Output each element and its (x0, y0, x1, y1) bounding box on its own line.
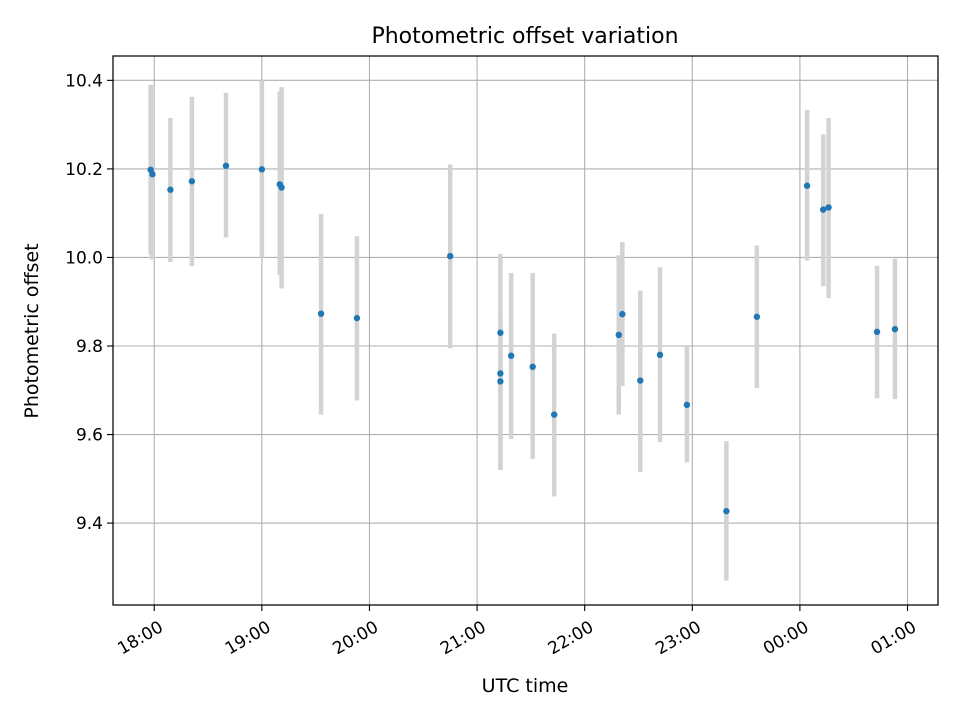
data-point (683, 401, 691, 409)
plot-area-frame (112, 55, 939, 606)
data-point (550, 411, 558, 418)
x-tick-label: 00:00 (760, 617, 812, 659)
data-point (891, 325, 899, 333)
x-axis-label: UTC time (482, 675, 569, 697)
data-point (258, 166, 266, 173)
data-point (637, 377, 644, 384)
data-point (825, 204, 832, 211)
data-point (619, 310, 626, 318)
data-point (497, 378, 504, 385)
grid-layer (113, 56, 938, 605)
x-tick-label: 21:00 (437, 617, 489, 659)
data-point (167, 186, 174, 193)
data-point (615, 331, 622, 339)
data-point (188, 178, 196, 185)
data-point (507, 352, 515, 359)
data-point (222, 162, 230, 169)
y-tick-label: 9.6 (76, 426, 103, 446)
y-tick-label: 10.4 (65, 71, 103, 91)
x-tick-label: 18:00 (114, 617, 166, 659)
x-axis: 18:00 19:00 20:00 21:00 22:00 23:00 00:00 01:00 (114, 605, 920, 659)
chart-title: Photometric offset variation (371, 24, 678, 49)
data-point (446, 252, 454, 260)
marker-layer (147, 162, 899, 515)
data-point (278, 184, 285, 191)
y-axis-label: Photometric offset (21, 243, 43, 418)
data-point (723, 507, 730, 515)
data-point (353, 314, 361, 322)
y-tick-label: 9.8 (76, 337, 103, 357)
y-axis: 9.4 9.6 9.8 10.0 10.2 10.4 (65, 71, 113, 534)
data-point (497, 370, 504, 377)
y-tick-label: 10.2 (65, 160, 103, 180)
data-point (753, 313, 761, 320)
data-point (873, 328, 881, 336)
x-tick-label: 19:00 (222, 617, 274, 659)
x-tick-label: 22:00 (545, 617, 597, 659)
data-point (656, 351, 664, 359)
data-point (803, 182, 811, 189)
x-tick-label: 20:00 (330, 617, 382, 659)
data-point (317, 310, 325, 317)
data-point (820, 206, 827, 213)
x-tick-label: 01:00 (868, 617, 920, 659)
data-point (149, 171, 156, 178)
data-point (529, 363, 536, 371)
x-tick-label: 23:00 (652, 617, 704, 659)
y-tick-label: 9.4 (76, 514, 103, 534)
data-point (497, 329, 504, 336)
y-tick-label: 10.0 (65, 248, 103, 268)
